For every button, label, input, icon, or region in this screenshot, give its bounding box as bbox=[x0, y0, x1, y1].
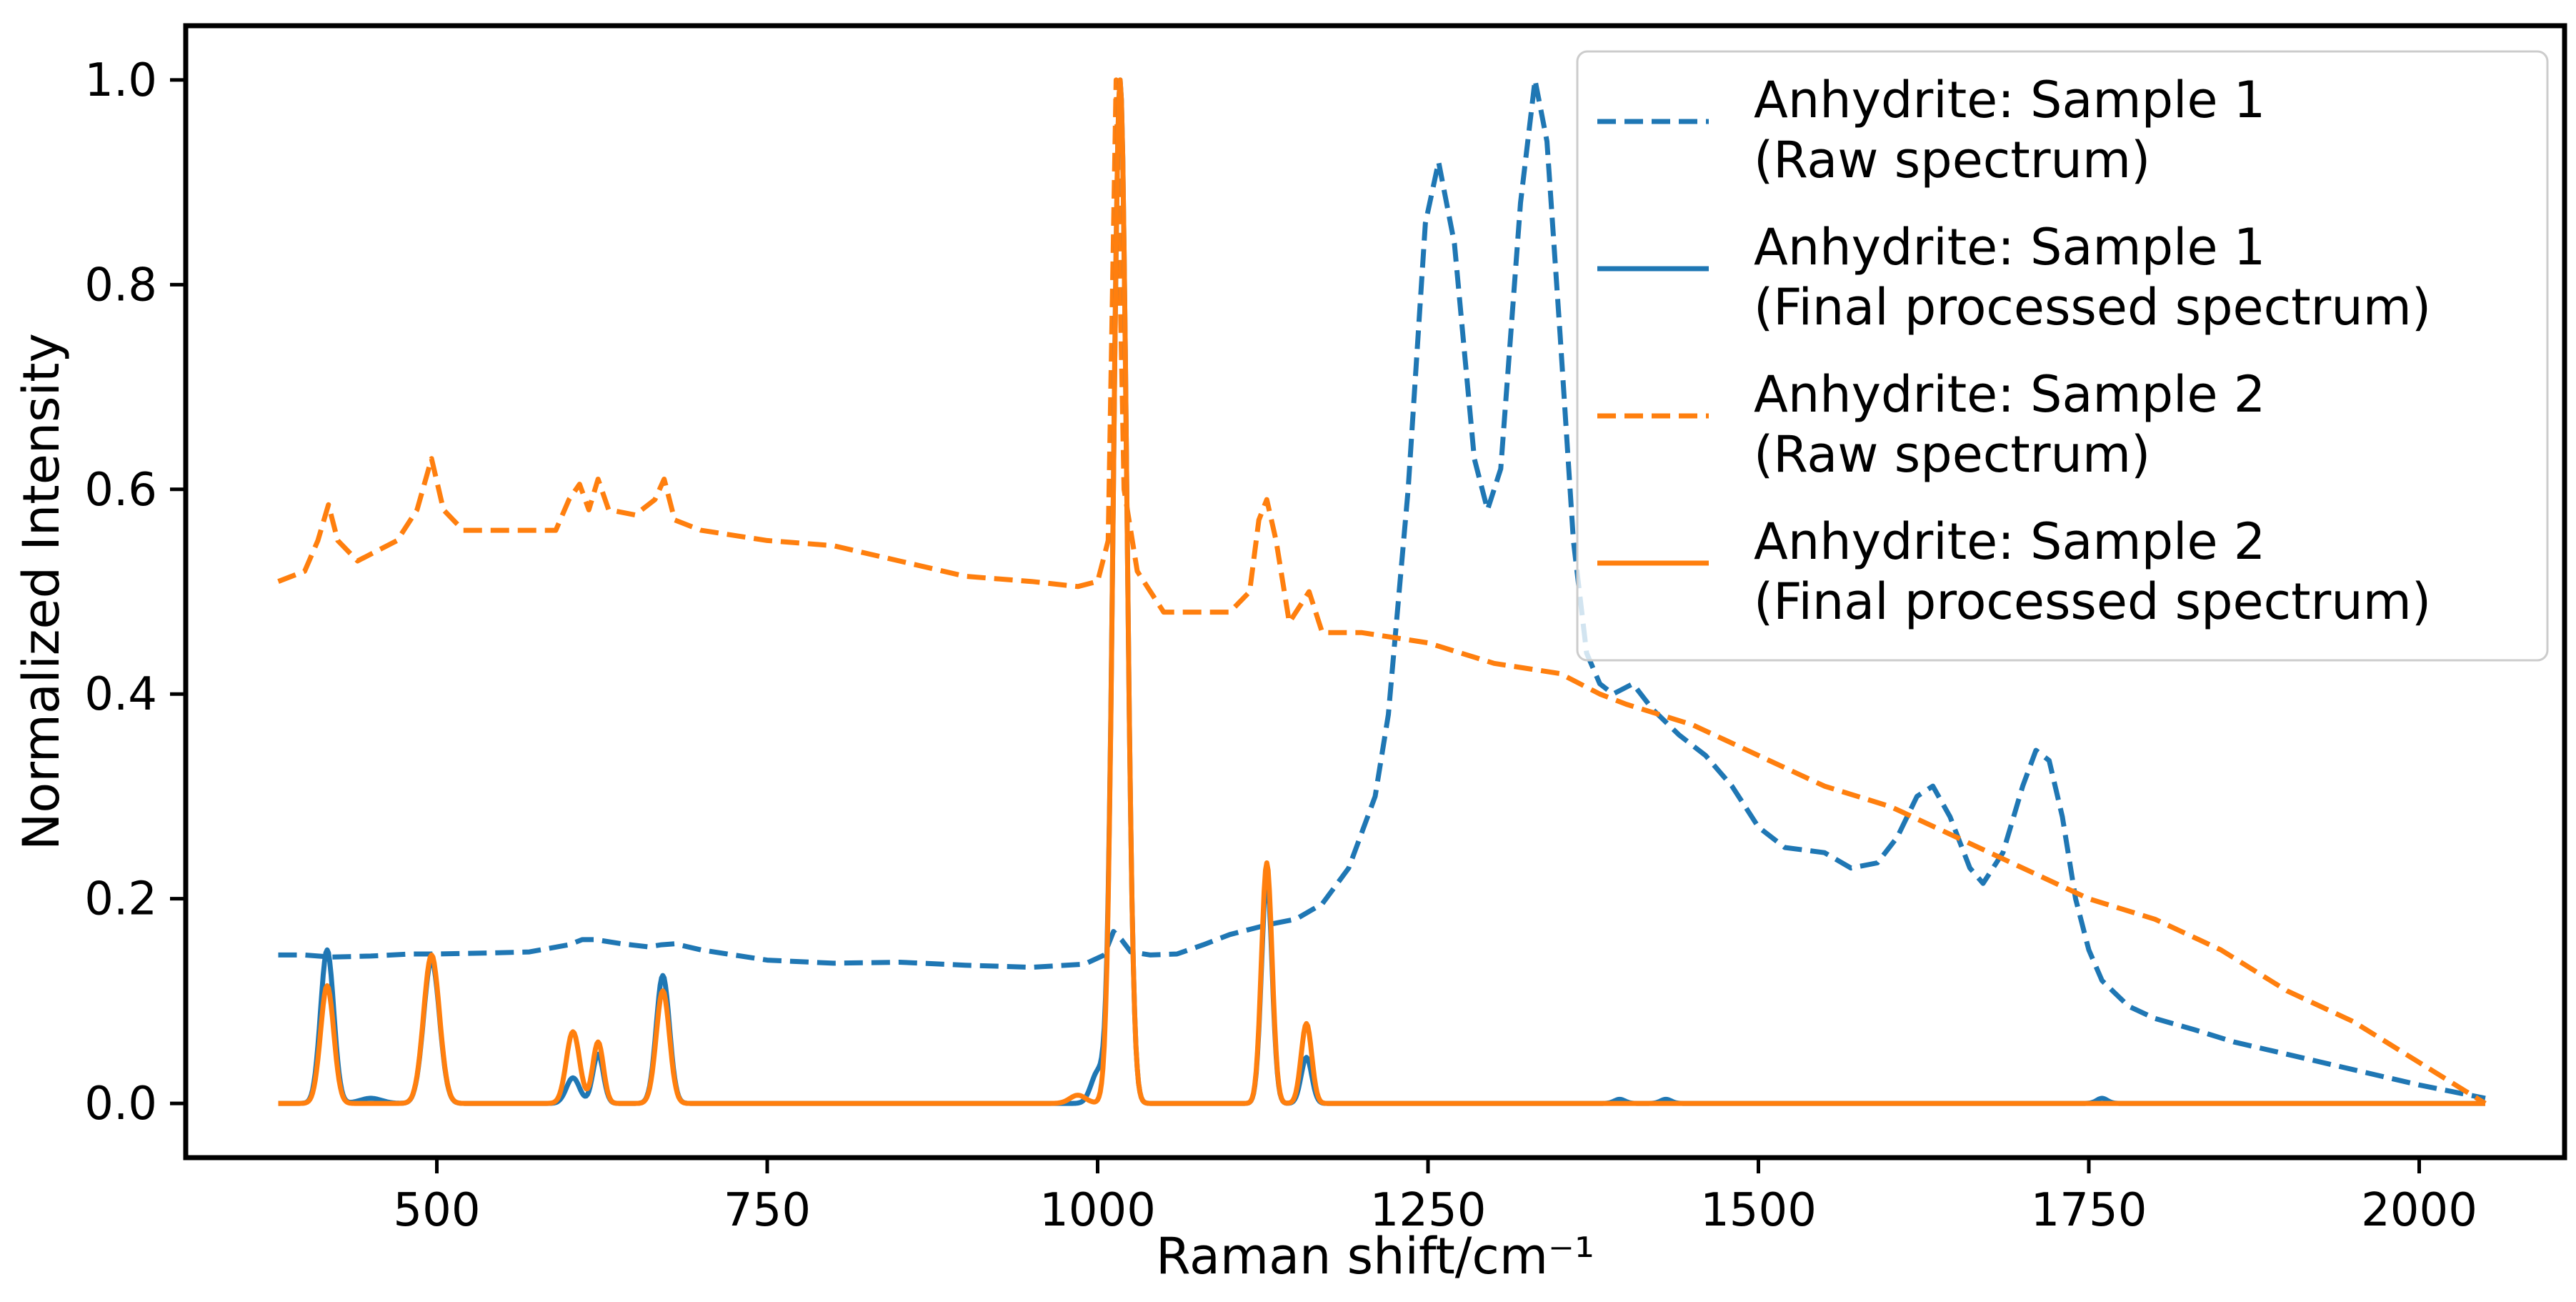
legend-label: Anhydrite: Sample 1 bbox=[1754, 71, 2265, 129]
y-axis-title: Normalized Intensity bbox=[12, 333, 71, 850]
legend-box bbox=[1576, 50, 2549, 662]
x-tick-label: 1000 bbox=[1039, 1184, 1156, 1237]
y-tick-label: 0.4 bbox=[84, 668, 157, 721]
x-axis: 500 750 1000 1250 1500 1750 2000 bbox=[393, 1158, 2477, 1237]
legend-label: (Final processed spectrum) bbox=[1754, 572, 2431, 631]
y-tick-label: 0.0 bbox=[84, 1078, 157, 1130]
y-tick-label: 0.8 bbox=[84, 259, 157, 312]
y-axis: 0.0 0.2 0.4 0.6 0.8 1.0 bbox=[84, 54, 186, 1130]
x-tick-label: 1500 bbox=[1700, 1184, 1817, 1237]
x-axis-title: Raman shift/cm⁻¹ bbox=[1156, 1227, 1594, 1286]
y-tick-label: 1.0 bbox=[84, 54, 157, 107]
series-line-1 bbox=[278, 77, 2486, 1101]
series-layer bbox=[276, 77, 2487, 1106]
x-tick-label: 2000 bbox=[2361, 1184, 2477, 1237]
plot-frame bbox=[183, 23, 2567, 1161]
series-line-4 bbox=[276, 77, 2487, 1106]
legend-label: Anhydrite: Sample 2 bbox=[1754, 365, 2265, 424]
legend-label: (Raw spectrum) bbox=[1754, 425, 2150, 484]
x-tick-label: 1250 bbox=[1370, 1184, 1487, 1237]
y-tick-label: 0.2 bbox=[84, 873, 157, 926]
x-tick-label: 750 bbox=[724, 1184, 811, 1237]
legend-label: Anhydrite: Sample 1 bbox=[1754, 218, 2265, 277]
legend-label: Anhydrite: Sample 2 bbox=[1754, 512, 2265, 571]
x-tick-label: 1750 bbox=[2031, 1184, 2147, 1237]
legend-label: (Raw spectrum) bbox=[1754, 131, 2150, 189]
legend-label: (Final processed spectrum) bbox=[1754, 278, 2431, 337]
y-tick-label: 0.6 bbox=[84, 464, 157, 517]
x-tick-label: 500 bbox=[393, 1184, 480, 1237]
legend: Anhydrite: Sample 1(Raw spectrum)Anhydri… bbox=[1576, 50, 2549, 662]
